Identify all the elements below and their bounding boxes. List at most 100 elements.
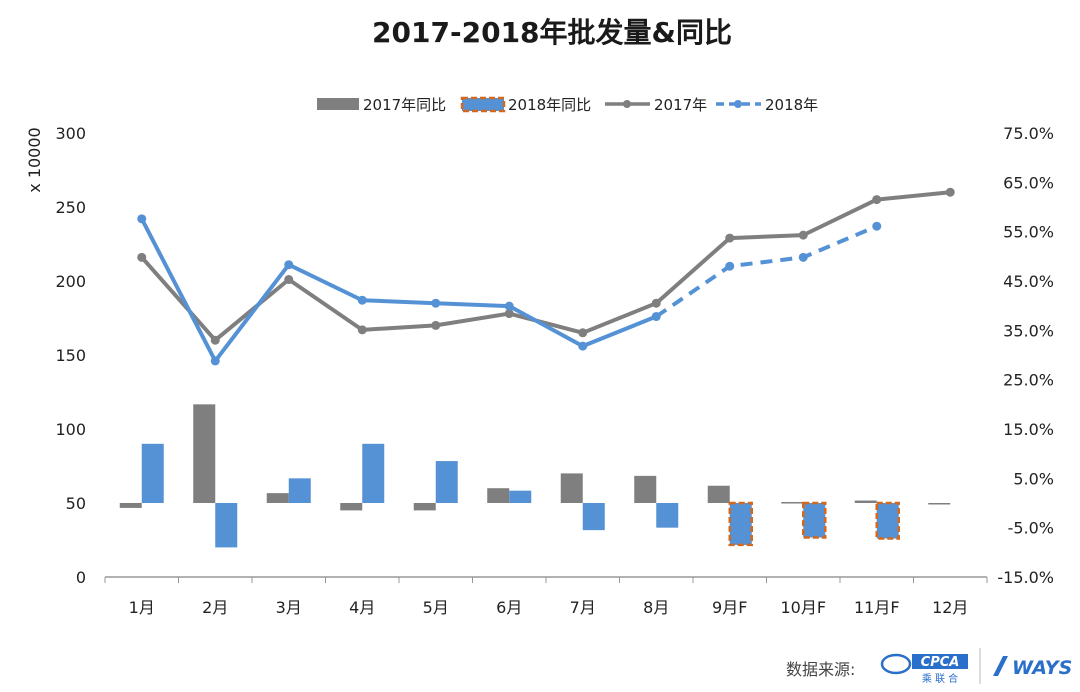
bar-2017-yoy <box>266 493 289 503</box>
line-2018-actual <box>139 217 657 363</box>
footer: 数据来源: CPCA 乘 联 合 WAYS <box>786 648 1072 685</box>
bar-2017-yoy <box>413 503 436 511</box>
y-right-tick-label: 25.0% <box>1003 371 1054 390</box>
ways-logo: WAYS <box>993 656 1072 679</box>
x-tick-label: 6月 <box>496 598 522 617</box>
bar-2017-yoy <box>634 475 657 503</box>
point-2017 <box>504 309 514 319</box>
x-tick-label: 8月 <box>643 598 669 617</box>
bar-2018-yoy <box>802 501 827 539</box>
point-2017 <box>872 195 882 205</box>
y-right-ticks: -15.0% -5.0% 5.0% 15.0% 25.0% 35.0% 45.0% 55.0%… <box>997 124 1054 587</box>
point-2018 <box>504 301 514 311</box>
x-tick-label: 9月F <box>712 598 747 617</box>
y-left-tick-label: 150 <box>55 346 86 365</box>
y-right-tick-label: -15.0% <box>997 568 1054 587</box>
y-left-tick-label: 100 <box>55 420 86 439</box>
point-2018 <box>725 261 735 271</box>
y-left-tick-label: 50 <box>66 494 86 513</box>
point-2018 <box>431 298 441 308</box>
bar-2017-yoy <box>928 503 951 505</box>
y-right-tick-label: 75.0% <box>1003 124 1054 143</box>
cpca-logo-subtext: 乘 联 合 <box>922 672 958 685</box>
bar-2017-yoy <box>781 502 804 504</box>
point-2018 <box>357 295 367 305</box>
legend-label-2018-yoy: 2018年同比 <box>508 96 591 114</box>
y-right-tick-label: -5.0% <box>1008 519 1054 538</box>
y-right-tick-label: 5.0% <box>1013 469 1054 488</box>
y-left-axis-label: x 10000 <box>25 127 44 192</box>
x-tick-label: 11月F <box>854 598 900 617</box>
y-right-tick-label: 45.0% <box>1003 272 1054 291</box>
point-2017 <box>137 252 147 262</box>
bar-2018-yoy <box>362 443 385 503</box>
point-2017 <box>357 325 367 335</box>
bar-2018-yoy <box>141 443 164 503</box>
x-axis: 1月 2月 3月 4月 5月 6月 7月 8月 9月F 10月F 11月F 12月 <box>104 576 988 617</box>
legend-label-2017: 2017年 <box>654 96 707 114</box>
bar-2018-yoy <box>215 503 238 548</box>
bar-2018-yoy <box>875 501 900 540</box>
chart-title: 2017-2018年批发量&同比 <box>372 16 732 49</box>
bar-2018-yoy <box>582 503 605 531</box>
x-tick-label: 5月 <box>423 598 449 617</box>
legend-label-2018: 2018年 <box>765 96 818 114</box>
x-tick-label: 7月 <box>570 598 596 617</box>
point-2018 <box>798 252 808 262</box>
bar-2018-yoy <box>435 461 458 503</box>
bar-2017-yoy <box>119 503 142 508</box>
point-2018 <box>137 214 147 224</box>
y-right-tick-label: 65.0% <box>1003 173 1054 192</box>
y-left-tick-label: 250 <box>55 198 86 217</box>
legend-swatch-2018-yoy <box>460 96 506 113</box>
x-tick-label: 12月 <box>932 598 968 617</box>
y-left-ticks: 0 50 100 150 200 250 300 <box>55 124 86 587</box>
point-2018 <box>578 341 588 351</box>
legend: 2017年同比 2018年同比 2017年 2018年 <box>317 96 818 114</box>
point-2017 <box>651 298 661 308</box>
point-2017 <box>578 328 588 338</box>
y-right-tick-label: 15.0% <box>1003 420 1054 439</box>
bar-2017-yoy <box>487 488 510 503</box>
point-2017 <box>798 230 808 240</box>
line-2017 <box>140 190 951 343</box>
x-tick-label: 1月 <box>129 598 155 617</box>
bars <box>119 404 951 548</box>
line-2018-forecast <box>655 224 878 319</box>
x-tick-label: 2月 <box>202 598 228 617</box>
point-2018 <box>284 260 294 270</box>
cpca-logo-text: CPCA <box>921 655 960 670</box>
source-label: 数据来源: <box>786 660 855 679</box>
point-2018 <box>651 312 661 322</box>
cpca-logo-ring <box>880 653 912 675</box>
x-tick-label: 10月F <box>780 598 826 617</box>
bar-2017-yoy <box>707 485 730 503</box>
point-2018 <box>872 221 882 231</box>
point-2017 <box>945 187 955 197</box>
y-left-tick-label: 0 <box>76 568 86 587</box>
point-2017 <box>284 275 294 285</box>
bar-2017-yoy <box>560 473 583 503</box>
bar-2017-yoy <box>193 404 216 503</box>
y-left-tick-label: 300 <box>55 124 86 143</box>
cpca-logo-bar <box>912 654 968 669</box>
bar-2018-yoy <box>288 478 311 503</box>
point-2018 <box>210 356 220 366</box>
bar-2018-yoy <box>656 503 679 528</box>
legend-label-2017-yoy: 2017年同比 <box>363 96 446 114</box>
x-tick-label: 3月 <box>276 598 302 617</box>
bar-2018-yoy <box>509 490 532 503</box>
bar-2017-yoy <box>340 503 363 511</box>
point-2017 <box>431 320 441 330</box>
lines <box>137 187 955 366</box>
legend-marker-2017 <box>623 100 631 108</box>
ways-logo-text: WAYS <box>1012 657 1072 679</box>
legend-swatch-2017-yoy <box>317 98 359 110</box>
point-2017 <box>725 233 735 243</box>
y-right-tick-label: 55.0% <box>1003 223 1054 242</box>
bar-2017-yoy <box>854 500 877 503</box>
legend-marker-2018 <box>734 100 742 108</box>
cpca-logo: CPCA 乘 联 合 <box>880 653 968 685</box>
y-left-tick-label: 200 <box>55 272 86 291</box>
